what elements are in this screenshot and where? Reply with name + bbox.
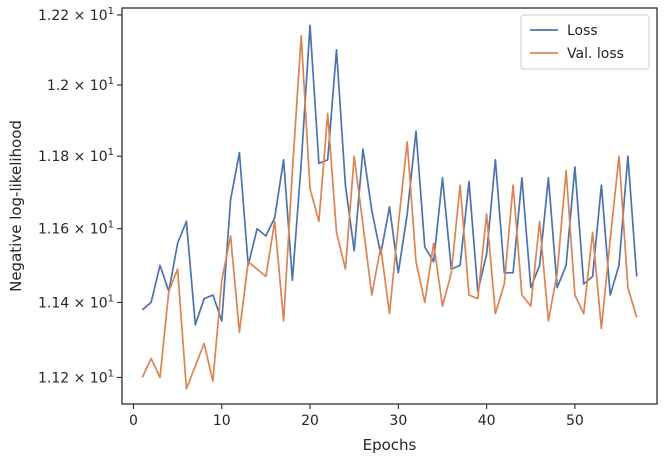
x-tick-label: 50 xyxy=(566,413,584,429)
x-tick-label: 30 xyxy=(389,413,407,429)
x-axis-label: Epochs xyxy=(363,436,417,454)
legend-label: Loss xyxy=(567,23,598,39)
y-tick-label: 1.12 × 101 xyxy=(38,368,114,386)
y-axis-label: Negative log-likelihood xyxy=(7,120,25,292)
x-tick-label: 20 xyxy=(301,413,319,429)
y-tick-label: 1.18 × 101 xyxy=(38,147,114,165)
series-line-0 xyxy=(141,24,638,326)
legend-label: Val. loss xyxy=(567,46,624,62)
series-line-1 xyxy=(141,34,638,390)
legend: Loss Val. loss xyxy=(520,14,650,70)
plot-content xyxy=(141,24,638,390)
x-tick-label: 0 xyxy=(129,413,138,429)
x-tick-label: 10 xyxy=(213,413,231,429)
x-axis-ticks: 0 10 20 30 40 50 xyxy=(129,404,584,429)
legend-box xyxy=(520,14,650,70)
y-tick-label: 1.16 × 101 xyxy=(38,220,114,238)
plot-frame xyxy=(121,7,658,405)
y-tick-label: 1.2 × 101 xyxy=(47,76,114,94)
y-tick-label: 1.22 × 101 xyxy=(38,6,114,24)
y-axis-ticks: 1.12 × 101 1.14 × 101 1.16 × 101 1.18 × 101… xyxy=(38,6,122,386)
y-tick-label: 1.14 × 101 xyxy=(38,293,114,311)
x-tick-label: 40 xyxy=(478,413,496,429)
